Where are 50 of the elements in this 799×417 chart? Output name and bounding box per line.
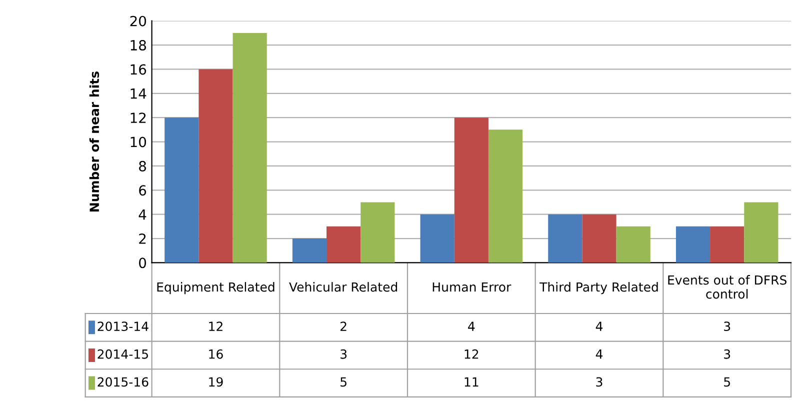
data-label: 4 (468, 322, 475, 331)
y-tick-label: 8 (139, 160, 146, 172)
bar (420, 214, 454, 263)
y-tick-label: 18 (130, 40, 146, 51)
data-label: 12 (209, 322, 222, 331)
data-label: 4 (596, 322, 603, 331)
bar (676, 226, 710, 263)
bar (548, 214, 582, 263)
y-axis-title: Number of near hits (89, 72, 100, 212)
x-tick-label: Equipment Related (157, 282, 274, 294)
bar (616, 226, 650, 263)
data-label: 5 (340, 377, 346, 387)
y-tick-label: 10 (130, 136, 146, 148)
y-tick-label: 6 (139, 185, 146, 196)
data-label: 19 (209, 377, 223, 387)
x-tick-label: Events out of DFRS control (668, 275, 786, 299)
bar (198, 69, 233, 263)
y-tick-label: 16 (130, 64, 146, 75)
bar (488, 130, 523, 263)
y-tick-label: 2 (139, 233, 146, 244)
y-tick-label: 0 (139, 258, 146, 268)
data-label: 4 (596, 350, 603, 359)
data-label: 12 (464, 349, 478, 359)
data-label: 3 (340, 349, 347, 359)
y-tick-label: 20 (130, 16, 146, 26)
data-label: 5 (724, 377, 730, 387)
bar (232, 32, 267, 263)
bar (710, 226, 744, 263)
legend-label: 2013-14 (98, 322, 148, 332)
bar (454, 118, 488, 263)
x-tick-label: Vehicular Related (289, 282, 398, 292)
x-tick-label: Human Error (432, 282, 512, 292)
x-tick-label: Third Party Related (540, 282, 658, 294)
y-tick-label: 12 (130, 112, 146, 123)
legend-label: 2014-15 (98, 349, 148, 359)
data-label: 3 (724, 349, 730, 359)
bar (582, 214, 616, 263)
data-label: 3 (724, 322, 730, 332)
bar (292, 238, 327, 263)
y-tick-label: 14 (130, 88, 146, 99)
data-label: 11 (464, 377, 478, 386)
bar (164, 118, 199, 263)
data-label: 2 (340, 322, 346, 331)
bar (744, 202, 778, 263)
legend-label: 2015-16 (98, 377, 148, 387)
data-label: 3 (596, 377, 602, 387)
bar (326, 226, 361, 263)
bar (360, 202, 395, 263)
y-tick-label: 4 (138, 209, 146, 220)
data-label: 16 (209, 349, 223, 359)
